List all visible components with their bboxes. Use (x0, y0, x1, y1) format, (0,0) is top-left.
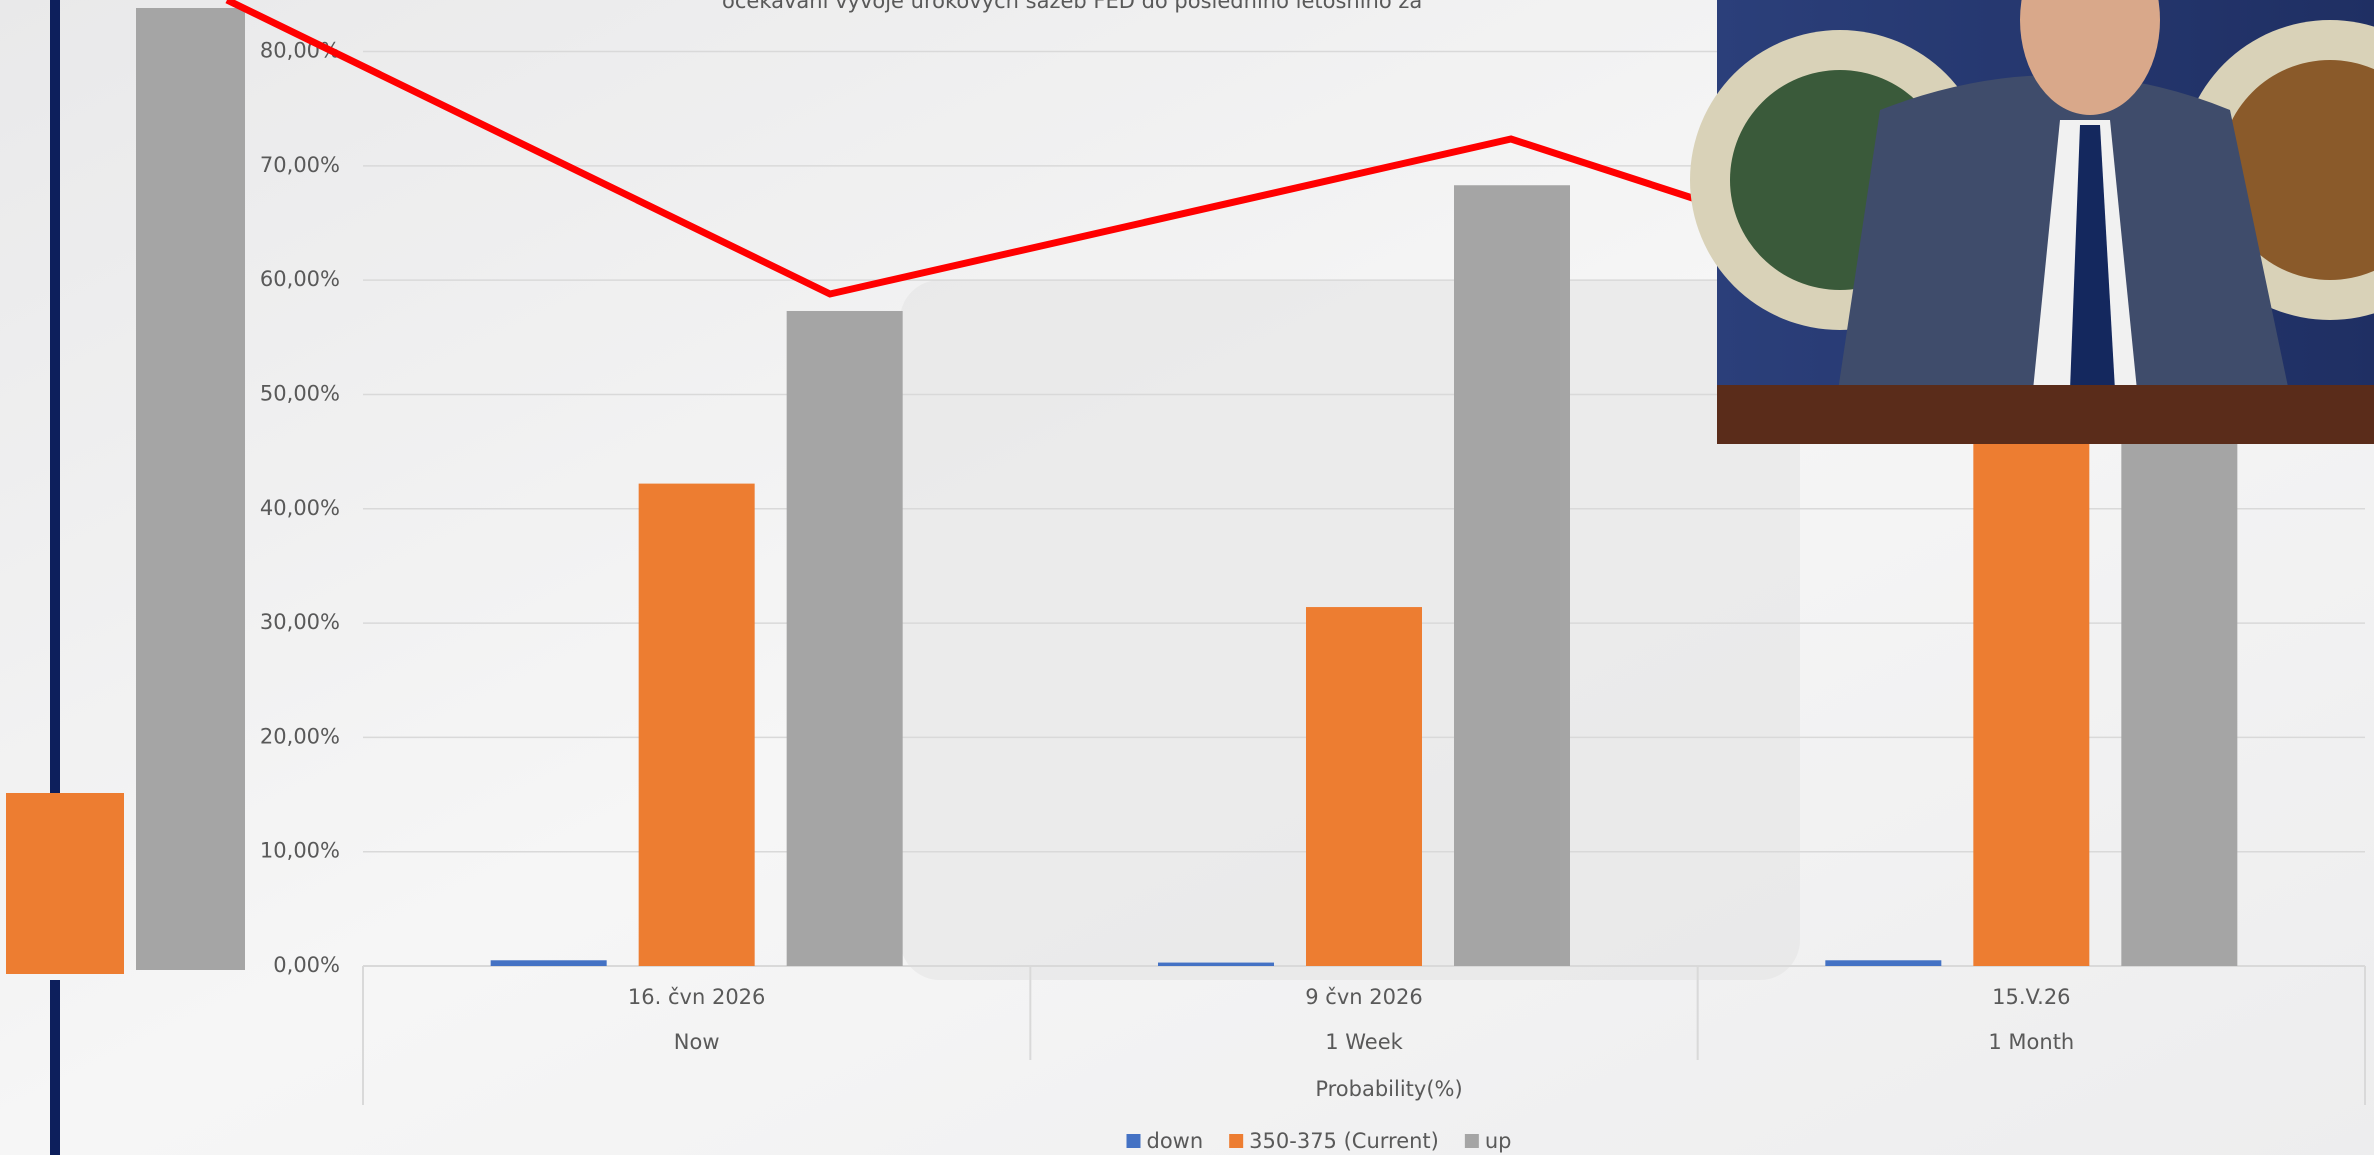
podium (1717, 385, 2374, 444)
tie (2070, 125, 2115, 390)
x-tick-label: 16. čvn 2026 (628, 985, 765, 1009)
legend-swatch (1126, 1134, 1141, 1148)
face (2020, 0, 2160, 115)
x-group-label: Now (674, 1030, 720, 1054)
y-tick-label: 60,00% (260, 267, 340, 291)
y-tick-label: 40,00% (260, 496, 340, 520)
y-tick-label: 20,00% (260, 724, 340, 748)
y-tick-label: 0,00% (273, 953, 340, 977)
seal (2220, 60, 2374, 280)
x-tick-label: 9 čvn 2026 (1305, 985, 1422, 1009)
x-tick-label: 15.V.26 (1992, 985, 2070, 1009)
y-tick-label: 30,00% (260, 610, 340, 634)
bar (1973, 394, 2090, 966)
bar (1454, 185, 1570, 967)
photo (1690, 0, 2374, 444)
y-tick-label: 50,00% (260, 381, 340, 405)
x-group-label: 1 Month (1988, 1030, 2074, 1054)
legend-label: down (1147, 1129, 1204, 1153)
trend-line (225, 0, 1719, 298)
y-tick-label: 70,00% (260, 153, 340, 177)
side-rule (50, 980, 60, 1155)
legend: down 350-375 (Current) up (1126, 1129, 1512, 1153)
y-tick-label: 10,00% (260, 839, 340, 863)
bar (1306, 607, 1422, 966)
previous-slide-bar (6, 793, 124, 974)
bar (1825, 960, 1942, 966)
legend-swatch (1464, 1134, 1479, 1148)
x-group-label: 1 Week (1325, 1030, 1403, 1054)
bar (490, 960, 607, 966)
legend-swatch (1229, 1134, 1244, 1148)
side-rule (50, 0, 60, 968)
chart-title: očekávání vývoje úrokových sazeb FED do … (722, 0, 1422, 13)
bar (638, 483, 755, 966)
legend-label: up (1485, 1129, 1512, 1153)
bar (1158, 962, 1274, 966)
previous-slide-bar (136, 8, 245, 970)
bar (2121, 400, 2238, 966)
bar (786, 310, 903, 966)
legend-label: 350-375 (Current) (1249, 1129, 1439, 1153)
x-axis-title: Probability(%) (1315, 1077, 1462, 1101)
